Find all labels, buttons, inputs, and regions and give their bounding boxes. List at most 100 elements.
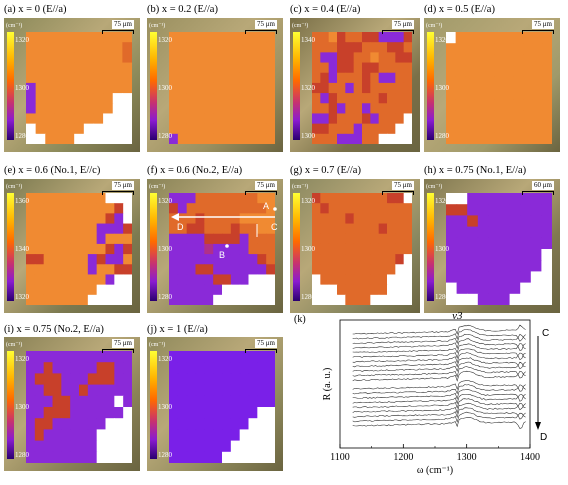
map-pixel <box>257 294 267 305</box>
map-pixel <box>513 110 524 123</box>
map-pixel <box>257 203 267 214</box>
map-pixel <box>26 243 36 255</box>
map-pixel <box>186 32 197 43</box>
map-pixel <box>266 213 275 225</box>
map-pixel <box>79 362 89 374</box>
map-pixel <box>446 99 457 111</box>
map-pixel <box>345 82 355 94</box>
colorbar-tick: 1360 <box>15 197 29 205</box>
map-pixel <box>378 213 388 225</box>
map-pixel <box>520 237 532 250</box>
map-pixel <box>177 52 188 64</box>
map-pixel <box>509 193 521 205</box>
map-pixel <box>61 254 71 265</box>
map-pixel <box>266 93 275 104</box>
colorbar-tick: 1280 <box>158 451 172 459</box>
map-panel-i: (cm⁻¹) 1320 1300 1280 75 μm <box>4 337 140 471</box>
map-pixel <box>93 82 104 94</box>
map-pixel <box>213 440 223 453</box>
map-pixel <box>169 395 179 408</box>
map-pixel <box>195 243 205 255</box>
map-pixel <box>177 62 188 74</box>
map-pixel <box>239 351 250 363</box>
map-pixel <box>230 72 241 84</box>
map-pixel <box>177 32 188 43</box>
map-pixel <box>177 203 188 214</box>
map-pixel <box>114 440 124 453</box>
map-panel-f: (cm⁻¹) 1320 1300 1280 75 μm <box>147 179 283 313</box>
map-pixel <box>79 193 89 204</box>
map-pixel <box>45 72 56 84</box>
map-pixel <box>266 274 275 286</box>
map-pixel <box>114 254 124 265</box>
map-pixel <box>169 82 179 94</box>
map-pixel <box>114 418 124 430</box>
map-pixel <box>266 395 275 408</box>
map-pixel <box>520 271 532 284</box>
panel-c-title: (c) x = 0.4 (E//a) <box>290 4 361 15</box>
map-pixel <box>403 243 412 255</box>
map-pixel <box>123 362 132 374</box>
map-pixel <box>257 113 267 125</box>
colorbar-tick: 1300 <box>158 245 172 253</box>
map-pixel <box>248 93 258 104</box>
map-pixel <box>213 103 223 115</box>
map-pixel <box>403 294 412 305</box>
scale-bar <box>382 30 414 34</box>
map-pixel <box>248 362 258 374</box>
map-pixel <box>395 133 405 144</box>
colorbar-unit: (cm⁻¹) <box>6 342 23 348</box>
colorbar <box>150 351 157 459</box>
colorbar-unit: (cm⁻¹) <box>6 184 23 190</box>
map-pixel <box>26 203 36 214</box>
map-pixel <box>353 294 363 305</box>
map-pixel <box>195 32 205 43</box>
colorbar-tick: 1320 <box>158 197 172 205</box>
map-pixel <box>523 88 534 100</box>
map-pixel <box>64 72 75 84</box>
map-pixel <box>169 440 179 453</box>
map-pixel <box>395 203 405 214</box>
map-pixel <box>96 233 107 245</box>
map-pixel <box>34 193 45 204</box>
map-pixel <box>532 88 543 100</box>
map-pixel <box>337 213 346 225</box>
map-pixel <box>230 223 241 235</box>
map-pixel <box>456 271 468 284</box>
map-pixel <box>43 213 54 225</box>
map-pixel <box>122 93 132 104</box>
map-pixel <box>395 274 405 286</box>
map-pixel <box>257 52 267 64</box>
map-pixel <box>345 203 355 214</box>
map-pixel <box>248 42 258 53</box>
panel-b-title: (b) x = 0.2 (E//a) <box>147 4 218 15</box>
map-pixel <box>87 233 98 245</box>
map-pixel <box>112 133 123 144</box>
map-pixel <box>248 32 258 43</box>
map-pixel <box>353 72 363 84</box>
map-pixel <box>312 233 321 245</box>
map-pixel <box>45 103 56 115</box>
map-pixel <box>378 93 388 104</box>
map-pixel <box>239 93 250 104</box>
map-pixel <box>513 76 524 89</box>
map-pixel <box>395 243 405 255</box>
map-pixel <box>96 284 107 296</box>
map-pixel <box>52 418 62 430</box>
spectrum-line <box>352 329 526 342</box>
map-pixel <box>266 373 275 386</box>
map-pixel <box>52 274 62 286</box>
map-pixel <box>186 82 197 94</box>
map-pixel <box>477 215 489 228</box>
map-pixel <box>494 99 505 111</box>
map-pixel <box>34 243 45 255</box>
map-pixel <box>403 264 412 276</box>
map-pixel <box>312 203 321 214</box>
map-pixel <box>345 274 355 286</box>
map-pixel <box>230 264 241 276</box>
map-pixel <box>87 294 98 305</box>
map-pixel <box>312 243 321 255</box>
map-pixel <box>26 193 36 204</box>
map-pixel <box>105 193 115 204</box>
map-pixel <box>93 32 104 43</box>
